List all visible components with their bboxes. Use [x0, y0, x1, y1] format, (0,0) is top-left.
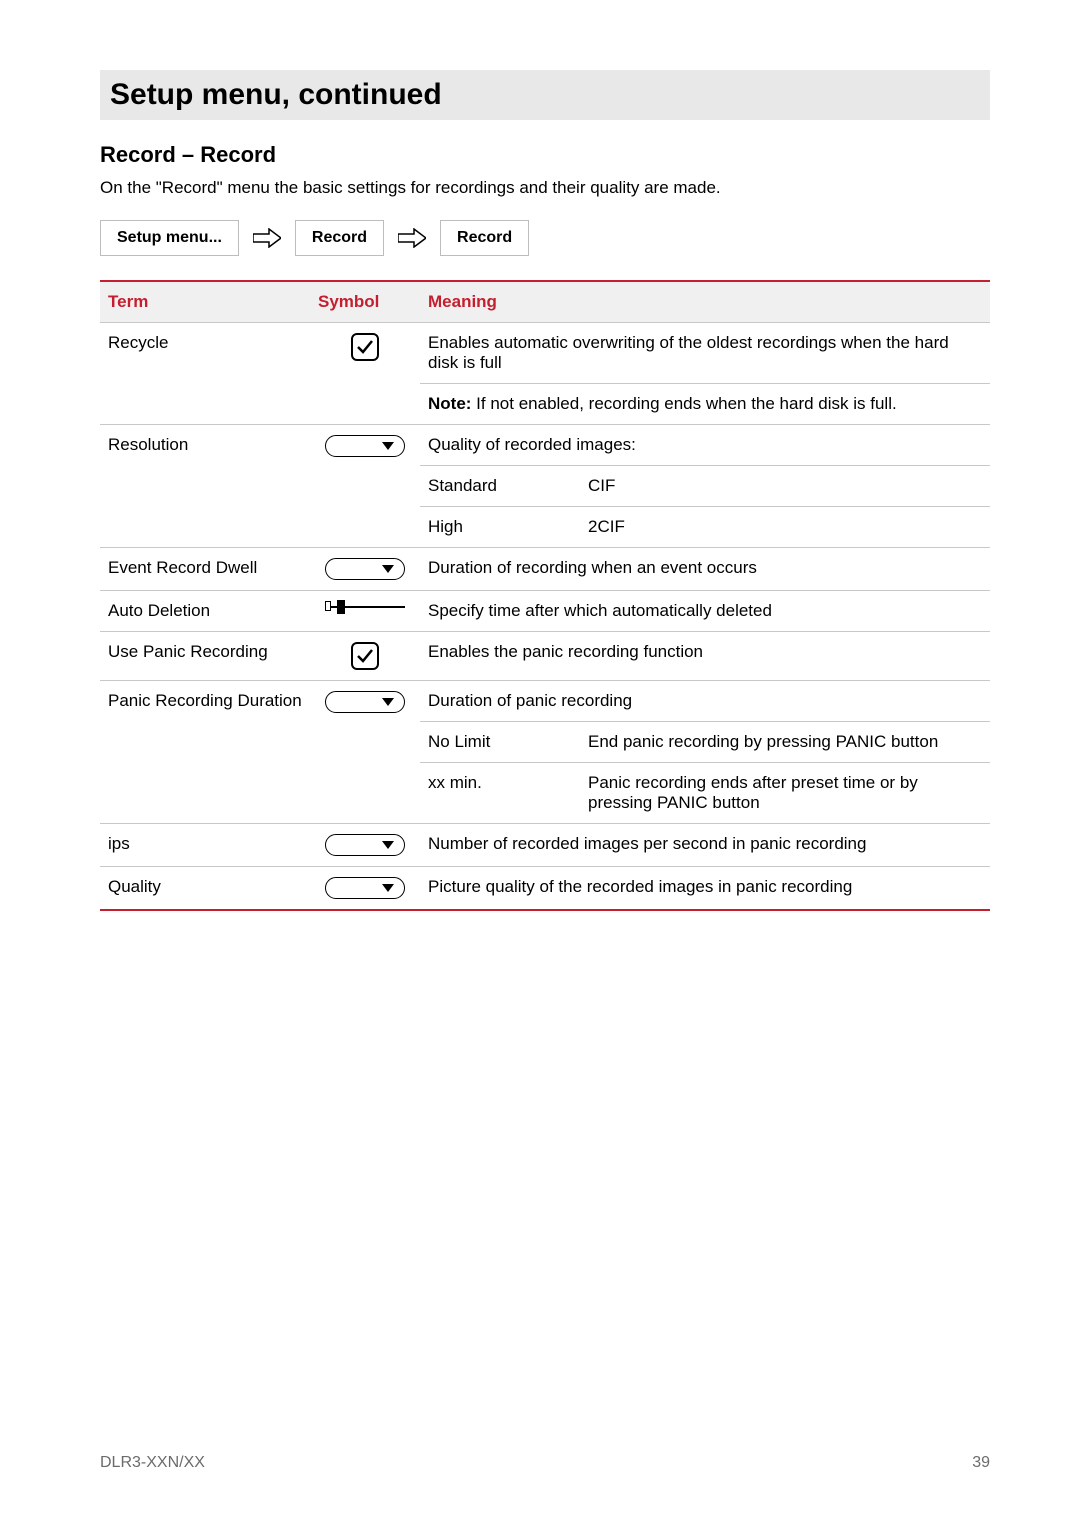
table-header-row: Term Symbol Meaning	[100, 281, 990, 323]
resolution-val-standard: CIF	[580, 466, 990, 507]
symbol-checkbox	[310, 632, 420, 681]
breadcrumb-step-3: Record	[440, 220, 529, 256]
footer-page-number: 39	[972, 1454, 990, 1472]
meaning-use-panic: Enables the panic recording function	[420, 632, 990, 681]
breadcrumb: Setup menu... Record Record	[100, 220, 990, 256]
term-auto-deletion: Auto Deletion	[100, 591, 310, 632]
arrow-right-icon	[253, 228, 281, 248]
meaning-quality: Picture quality of the recorded images i…	[420, 867, 990, 911]
symbol-checkbox	[310, 323, 420, 425]
term-ips: ips	[100, 824, 310, 867]
row-quality: Quality Picture quality of the recorded …	[100, 867, 990, 911]
panic-key-nolimit: No Limit	[420, 722, 580, 763]
symbol-slider	[310, 591, 420, 632]
row-auto-deletion: Auto Deletion Specify time after which a…	[100, 591, 990, 632]
dropdown-icon	[325, 691, 405, 713]
symbol-dropdown	[310, 425, 420, 548]
row-use-panic: Use Panic Recording Enables the panic re…	[100, 632, 990, 681]
breadcrumb-step-1: Setup menu...	[100, 220, 239, 256]
settings-definition-table: Term Symbol Meaning Recycle Enables auto…	[100, 280, 990, 911]
dropdown-icon	[325, 877, 405, 899]
meaning-ips: Number of recorded images per second in …	[420, 824, 990, 867]
row-resolution: Resolution Quality of recorded images:	[100, 425, 990, 466]
header-term: Term	[100, 281, 310, 323]
symbol-dropdown	[310, 548, 420, 591]
row-recycle: Recycle Enables automatic overwriting of…	[100, 323, 990, 384]
resolution-key-high: High	[420, 507, 580, 548]
term-quality: Quality	[100, 867, 310, 911]
meaning-recycle-note: Note: If not enabled, recording ends whe…	[420, 384, 990, 425]
panic-val-nolimit: End panic recording by pressing PANIC bu…	[580, 722, 990, 763]
panic-val-xxmin: Panic recording ends after preset time o…	[580, 763, 990, 824]
row-panic-duration: Panic Recording Duration Duration of pan…	[100, 681, 990, 722]
note-text: If not enabled, recording ends when the …	[471, 394, 896, 413]
meaning-recycle-1: Enables automatic overwriting of the old…	[420, 323, 990, 384]
resolution-key-standard: Standard	[420, 466, 580, 507]
checkbox-icon	[351, 333, 379, 361]
term-resolution: Resolution	[100, 425, 310, 548]
meaning-resolution-head: Quality of recorded images:	[420, 425, 990, 466]
manual-page: Setup menu, continued Record – Record On…	[0, 0, 1080, 1532]
header-meaning: Meaning	[420, 281, 990, 323]
term-use-panic: Use Panic Recording	[100, 632, 310, 681]
dropdown-icon	[325, 558, 405, 580]
arrow-right-icon	[398, 228, 426, 248]
meaning-panic-duration-head: Duration of panic recording	[420, 681, 990, 722]
subsection-title: Record – Record	[100, 142, 990, 168]
footer-model: DLR3-XXN/XX	[100, 1454, 205, 1472]
row-ips: ips Number of recorded images per second…	[100, 824, 990, 867]
meaning-event-dwell: Duration of recording when an event occu…	[420, 548, 990, 591]
symbol-dropdown	[310, 824, 420, 867]
term-event-dwell: Event Record Dwell	[100, 548, 310, 591]
meaning-auto-deletion: Specify time after which automatically d…	[420, 591, 990, 632]
dropdown-icon	[325, 435, 405, 457]
symbol-dropdown	[310, 867, 420, 911]
resolution-val-high: 2CIF	[580, 507, 990, 548]
header-symbol: Symbol	[310, 281, 420, 323]
note-label: Note:	[428, 394, 471, 413]
dropdown-icon	[325, 834, 405, 856]
section-title-band: Setup menu, continued	[100, 70, 990, 120]
term-panic-duration: Panic Recording Duration	[100, 681, 310, 824]
intro-paragraph: On the "Record" menu the basic settings …	[100, 178, 990, 198]
slider-icon	[325, 601, 405, 613]
checkbox-icon	[351, 642, 379, 670]
symbol-dropdown	[310, 681, 420, 824]
term-recycle: Recycle	[100, 323, 310, 425]
row-event-dwell: Event Record Dwell Duration of recording…	[100, 548, 990, 591]
section-title: Setup menu, continued	[110, 78, 980, 112]
panic-key-xxmin: xx min.	[420, 763, 580, 824]
breadcrumb-step-2: Record	[295, 220, 384, 256]
page-footer: DLR3-XXN/XX 39	[100, 1454, 990, 1472]
